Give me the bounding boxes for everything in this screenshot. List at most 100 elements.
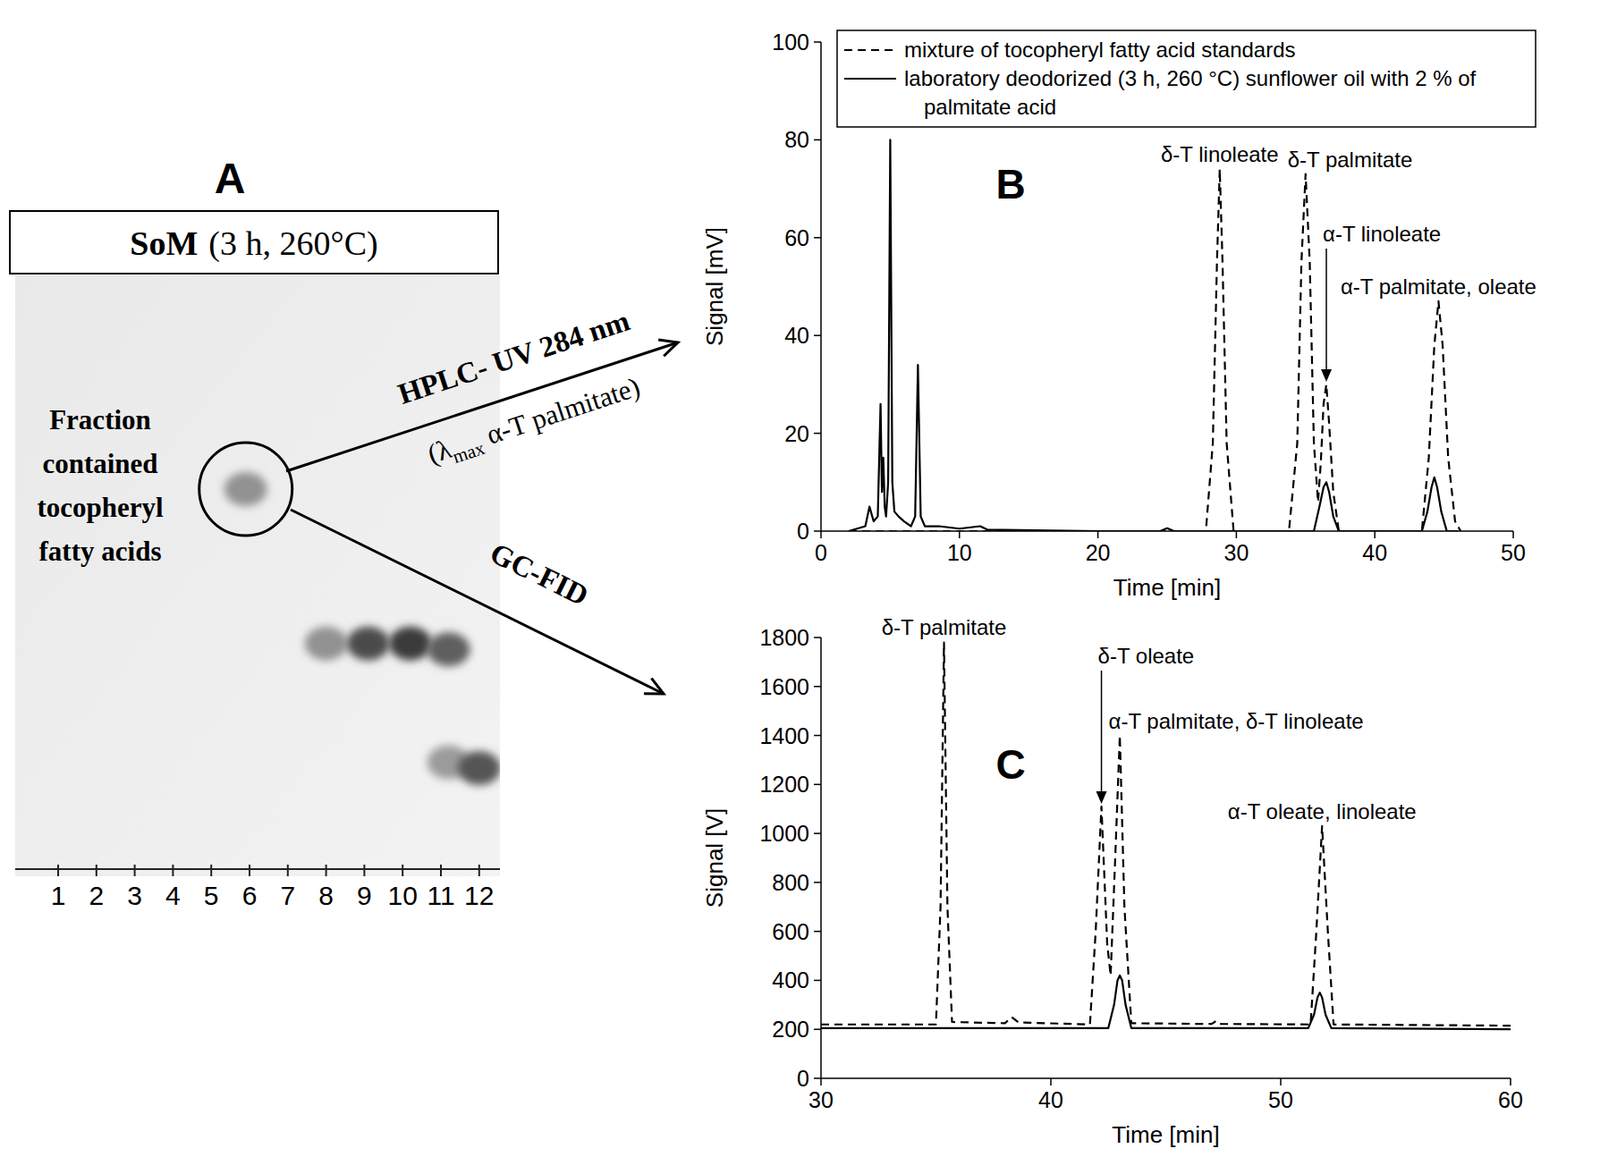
y-tick: [813, 784, 822, 787]
y-tick: [813, 881, 822, 884]
y-axis: [820, 637, 822, 1079]
panel-label: A: [214, 154, 246, 203]
y-tick-label: 60: [784, 225, 810, 251]
text-line: palmitate acid: [923, 94, 1057, 119]
lane-tick: [248, 864, 251, 877]
text-line: mixture of tocopheryl fatty acid standar…: [904, 37, 1296, 62]
annotation-arrow-head: [1320, 369, 1332, 382]
y-tick: [813, 432, 822, 435]
x-tick: [1512, 531, 1515, 539]
y-tick: [813, 139, 822, 142]
note-suffix: α-T palmitate): [475, 371, 644, 453]
y-tick-label: 200: [771, 1016, 810, 1042]
lane-label: 6: [242, 880, 258, 911]
series-line: [821, 642, 1511, 1026]
y-tick: [813, 832, 822, 835]
y-tick-label: 1000: [759, 821, 810, 847]
annotation: δ-T palmitate: [1287, 147, 1414, 172]
y-tick: [813, 980, 822, 983]
y-tick: [813, 636, 822, 639]
lane-label: 12: [464, 880, 494, 911]
lane-label: 5: [203, 880, 220, 911]
lane-label: 3: [126, 880, 143, 911]
lane-tick: [210, 864, 212, 877]
tlc-spot: [389, 626, 432, 661]
series-line: [848, 169, 1461, 532]
y-tick-label: 1800: [759, 625, 810, 651]
x-tick-label: 40: [1362, 540, 1388, 566]
lane-label: 11: [426, 880, 455, 911]
lane-axis: [15, 868, 500, 871]
y-tick-label: 1200: [759, 771, 810, 797]
x-tick: [958, 531, 961, 539]
route-arrow: [290, 509, 664, 695]
series-line: [821, 975, 1511, 1030]
tlc-spot: [304, 626, 348, 661]
x-tick: [820, 531, 822, 539]
text-line: fatty acids: [39, 535, 162, 568]
tlc-spot: [224, 472, 268, 507]
x-tick-label: 60: [1498, 1087, 1524, 1113]
annotation: δ-T linoleate: [1160, 142, 1279, 167]
lane-label: 8: [318, 880, 334, 911]
annotation: δ-T oleate: [1098, 643, 1195, 669]
lane-label: 4: [165, 880, 181, 911]
y-tick-label: 80: [784, 126, 810, 153]
legend-label: mixture of tocopheryl fatty acid standar…: [904, 37, 1296, 62]
x-tick: [1097, 531, 1100, 539]
x-tick: [1279, 1078, 1282, 1086]
y-tick: [813, 931, 822, 933]
x-tick-label: 40: [1038, 1087, 1064, 1113]
chart-panel: 01020304050020406080100Time [min]Signal …: [701, 29, 1537, 602]
legend-swatch: [844, 49, 897, 51]
annotation: α-T palmitate, oleate: [1340, 274, 1537, 299]
lane-tick: [95, 864, 98, 877]
x-tick: [1049, 1078, 1052, 1086]
y-tick-label: 1400: [759, 723, 810, 749]
x-tick: [820, 1078, 822, 1086]
figure: ASoM(3 h, 260°C)123456789101112Fractionc…: [0, 0, 1600, 1157]
x-tick-label: 0: [814, 540, 828, 566]
tlc-spot: [347, 626, 390, 661]
annotation: α-T oleate, linoleate: [1227, 799, 1417, 824]
x-tick: [1373, 531, 1376, 539]
y-tick: [813, 1028, 822, 1031]
legend-label: laboratory deodorized (3 h, 260 °C) sunf…: [904, 66, 1477, 119]
y-tick: [813, 41, 822, 43]
fraction-circle: [199, 442, 293, 536]
annotation: α-T linoleate: [1322, 221, 1441, 246]
lane-tick: [363, 864, 365, 877]
y-tick-label: 1600: [759, 674, 810, 700]
plot-data: [848, 139, 1461, 532]
lane-label: 9: [356, 880, 373, 911]
x-tick-label: 50: [1500, 540, 1526, 566]
lane-label: 2: [88, 880, 104, 911]
arrow-head: [643, 678, 664, 695]
lane-tick: [440, 864, 442, 877]
y-tick: [813, 735, 822, 737]
x-tick-label: 10: [947, 540, 973, 566]
x-axis-title: Time [min]: [1113, 574, 1221, 602]
text-line: contained: [42, 448, 158, 480]
lane-label: 1: [50, 880, 67, 911]
annotation: δ-T palmitate: [881, 615, 1008, 640]
arrow-head: [658, 339, 678, 356]
legend-swatch: [844, 77, 897, 80]
route-note: (λmax α-T palmitate): [423, 371, 646, 475]
x-tick: [1509, 1078, 1512, 1086]
y-tick: [813, 530, 822, 533]
lane-tick: [478, 864, 481, 877]
tlc-spot: [457, 751, 500, 786]
lane-tick: [134, 864, 136, 877]
text-line: tocopheryl: [36, 491, 164, 524]
x-tick-label: 30: [1223, 540, 1249, 566]
lane-tick: [57, 864, 60, 877]
lane-label: 10: [388, 880, 418, 911]
fraction-label: Fractioncontainedtocopherylfatty acids: [36, 404, 164, 568]
y-tick-label: 100: [771, 29, 810, 55]
y-tick: [813, 685, 822, 688]
sample-name: SoM: [129, 224, 198, 263]
text-line: laboratory deodorized (3 h, 260 °C) sunf…: [904, 66, 1477, 91]
x-tick-label: 30: [808, 1087, 834, 1113]
y-tick-label: 600: [771, 919, 810, 945]
